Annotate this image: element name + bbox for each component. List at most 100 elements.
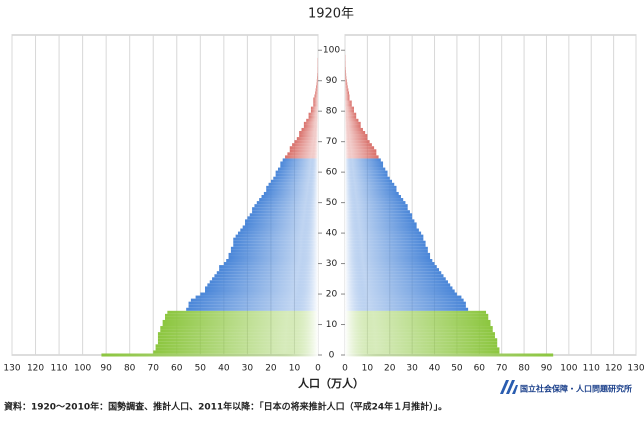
x-tick-label: 90 bbox=[100, 364, 112, 374]
bar bbox=[219, 268, 318, 271]
x-tick-label: 110 bbox=[583, 364, 600, 374]
bar bbox=[165, 317, 318, 320]
bar bbox=[345, 314, 488, 317]
x-tick-label: 10 bbox=[289, 364, 301, 374]
bar bbox=[345, 265, 437, 268]
bar bbox=[231, 247, 318, 250]
bar bbox=[345, 204, 408, 207]
bar bbox=[345, 216, 412, 219]
bar bbox=[317, 76, 318, 79]
bar bbox=[345, 97, 349, 100]
bar bbox=[219, 265, 318, 268]
bar bbox=[205, 286, 318, 289]
bar bbox=[287, 152, 318, 155]
bar bbox=[304, 122, 318, 125]
bar bbox=[311, 110, 318, 113]
bar bbox=[345, 82, 347, 85]
bar bbox=[290, 146, 318, 149]
bar bbox=[214, 274, 318, 277]
bar bbox=[345, 323, 491, 326]
bar bbox=[345, 244, 426, 247]
bar bbox=[160, 326, 318, 329]
x-tick-label: 50 bbox=[451, 364, 463, 374]
bar bbox=[262, 195, 318, 198]
bar bbox=[345, 174, 388, 177]
bar bbox=[345, 338, 497, 341]
bar bbox=[186, 308, 318, 311]
bar bbox=[205, 289, 318, 292]
bar bbox=[252, 207, 318, 210]
bar bbox=[266, 186, 318, 189]
bar bbox=[297, 137, 318, 140]
bar bbox=[257, 201, 318, 204]
bar bbox=[306, 119, 318, 122]
y-tick-label: 60 bbox=[326, 168, 338, 178]
x-tick-label: 80 bbox=[124, 364, 136, 374]
x-tick-label: 0 bbox=[315, 364, 321, 374]
x-axis-label: 人口（万人） bbox=[298, 376, 364, 390]
y-tick-label: 0 bbox=[329, 351, 335, 361]
bar bbox=[345, 165, 383, 168]
bar bbox=[156, 344, 318, 347]
bar bbox=[345, 238, 423, 241]
bar bbox=[345, 213, 412, 216]
bar bbox=[207, 283, 318, 286]
bar bbox=[345, 353, 553, 356]
bar bbox=[217, 271, 318, 274]
bar bbox=[153, 350, 318, 353]
bar bbox=[345, 171, 388, 174]
x-tick-label: 50 bbox=[195, 364, 207, 374]
bar bbox=[165, 314, 318, 317]
bar bbox=[229, 256, 318, 259]
bar bbox=[294, 140, 318, 143]
bar bbox=[191, 299, 318, 302]
bar bbox=[345, 128, 363, 131]
bar bbox=[292, 143, 318, 146]
bar bbox=[345, 195, 401, 198]
bar bbox=[345, 347, 499, 350]
bar bbox=[245, 222, 318, 225]
bar bbox=[345, 229, 419, 232]
bar bbox=[238, 232, 318, 235]
bar bbox=[345, 326, 493, 329]
bar bbox=[269, 183, 318, 186]
bar bbox=[313, 104, 318, 107]
bar bbox=[189, 305, 318, 308]
bar bbox=[345, 335, 495, 338]
bar bbox=[233, 244, 318, 247]
bar bbox=[283, 158, 318, 161]
bar bbox=[345, 311, 486, 314]
x-tick-label: 90 bbox=[541, 364, 553, 374]
bar bbox=[345, 94, 349, 97]
bar bbox=[345, 119, 358, 122]
bar bbox=[276, 171, 318, 174]
bar bbox=[345, 256, 430, 259]
y-tick-label: 20 bbox=[326, 290, 338, 300]
bar bbox=[345, 125, 361, 128]
bar bbox=[314, 94, 318, 97]
x-tick-label: 100 bbox=[74, 364, 91, 374]
x-tick-label: 120 bbox=[605, 364, 622, 374]
source-note: 資料：1920～2010年：国勢調査、推計人口、2011年以降：「日本の将来推計… bbox=[4, 401, 447, 413]
bar bbox=[345, 247, 428, 250]
bar bbox=[311, 107, 318, 110]
bar bbox=[345, 320, 491, 323]
bar bbox=[345, 241, 426, 244]
bar bbox=[345, 161, 383, 164]
bar bbox=[345, 168, 385, 171]
x-tick-label: 80 bbox=[518, 364, 530, 374]
bar bbox=[345, 280, 448, 283]
bar bbox=[243, 225, 318, 228]
bar bbox=[345, 219, 414, 222]
bar bbox=[317, 79, 318, 82]
x-tick-label: 120 bbox=[27, 364, 44, 374]
bar bbox=[345, 155, 379, 158]
bar bbox=[345, 259, 432, 262]
bar bbox=[299, 131, 318, 134]
bar bbox=[302, 128, 318, 131]
x-tick-label: 110 bbox=[50, 364, 67, 374]
bar bbox=[196, 296, 318, 299]
bar bbox=[259, 198, 318, 201]
bar bbox=[273, 177, 318, 180]
